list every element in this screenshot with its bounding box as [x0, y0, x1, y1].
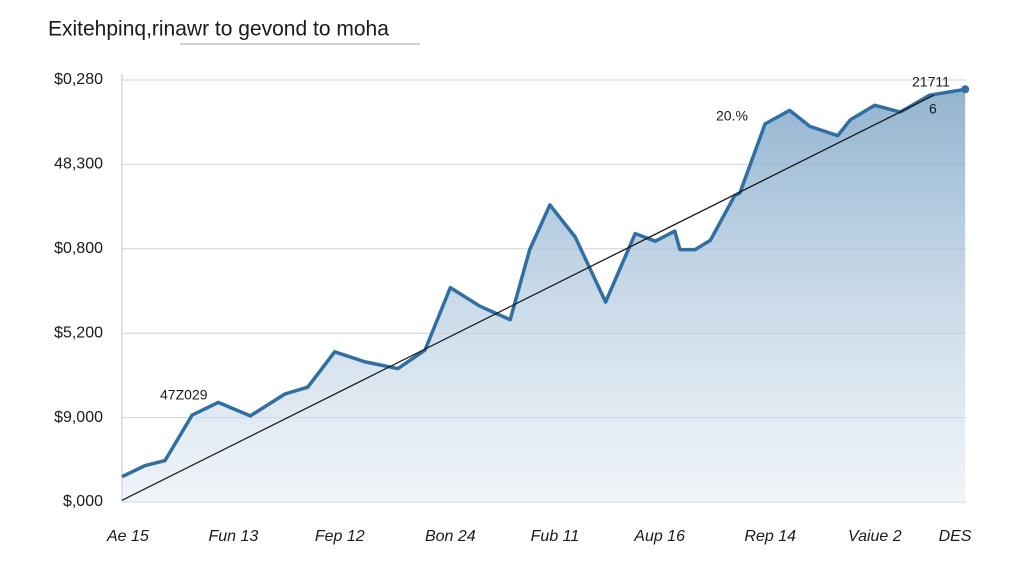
x-tick-label: Fun 13 — [209, 528, 259, 545]
y-tick-label: 48,300 — [54, 156, 103, 173]
end-point — [961, 85, 970, 94]
x-tick-label: Vaiue 2 — [848, 528, 902, 545]
x-tick-label: Aup 16 — [633, 528, 685, 545]
annotation: 20.% — [716, 108, 748, 124]
y-tick-label: $0,800 — [54, 240, 103, 257]
trend-line — [121, 94, 935, 501]
chart-title: Exitehpinq,rinawr to gevond to moha — [48, 18, 389, 41]
line — [121, 87, 966, 479]
annotation: 21711 — [912, 74, 950, 90]
annotation: 6 — [929, 101, 937, 117]
x-tick-label: Rep 14 — [744, 528, 796, 545]
area — [122, 89, 966, 503]
y-tick-label: $9,000 — [54, 409, 103, 426]
y-tick-label: $5,200 — [54, 324, 103, 341]
x-tick-label: DES — [939, 528, 972, 545]
annotation: 47Z029 — [160, 387, 208, 403]
x-tick-label: Fep 12 — [315, 528, 365, 545]
x-tick-label: Fub 11 — [531, 528, 580, 545]
y-tick-label: $0,280 — [54, 71, 103, 88]
x-tick-label: Bon 24 — [425, 528, 476, 545]
y-tick-label: $,000 — [63, 493, 103, 510]
x-tick-label: Ae 15 — [106, 528, 149, 545]
